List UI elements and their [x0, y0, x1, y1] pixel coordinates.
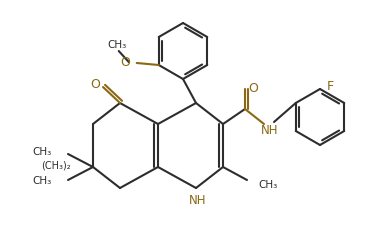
Text: CH₃: CH₃ [33, 146, 52, 156]
Text: O: O [248, 81, 258, 94]
Text: O: O [120, 56, 130, 69]
Text: NH: NH [261, 124, 279, 137]
Text: O: O [90, 78, 100, 91]
Text: CH₃: CH₃ [258, 179, 277, 189]
Text: (CH₃)₂: (CH₃)₂ [42, 160, 71, 170]
Text: F: F [326, 79, 334, 92]
Text: CH₃: CH₃ [33, 175, 52, 185]
Text: NH: NH [189, 194, 207, 207]
Text: CH₃: CH₃ [107, 40, 126, 50]
